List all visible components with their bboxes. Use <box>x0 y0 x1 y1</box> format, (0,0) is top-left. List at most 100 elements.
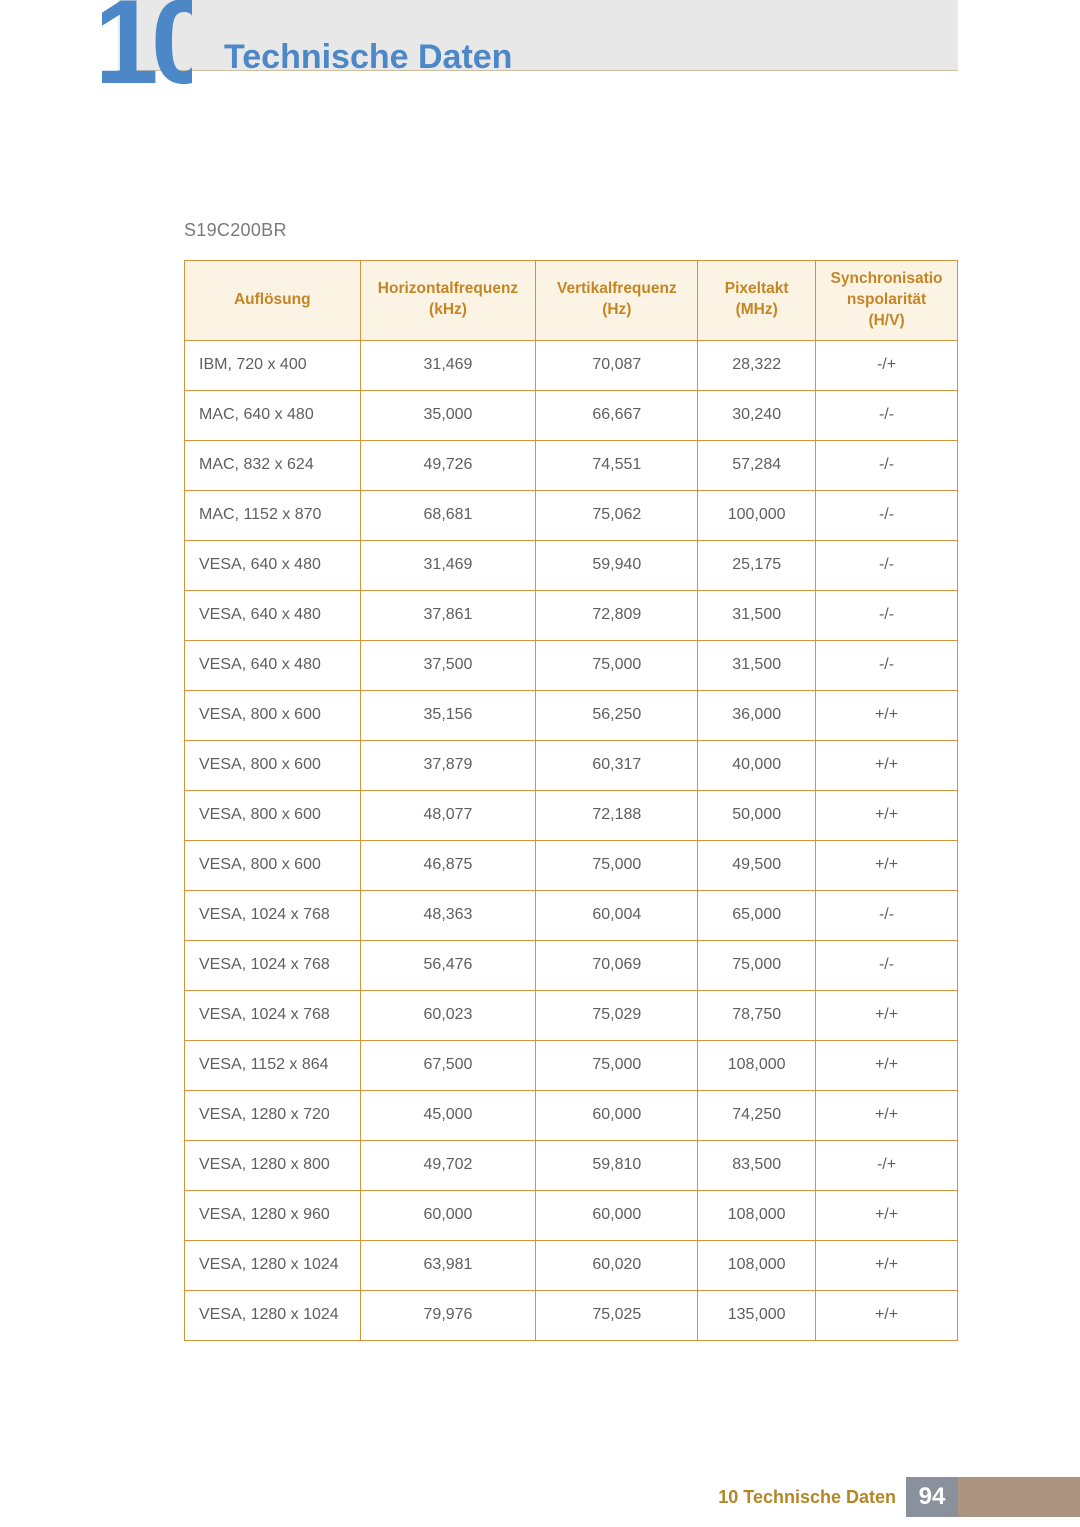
table-cell: +/+ <box>816 690 958 740</box>
table-cell: VESA, 800 x 600 <box>185 790 361 840</box>
table-cell: +/+ <box>816 1290 958 1340</box>
table-row: VESA, 1152 x 86467,50075,000108,000+/+ <box>185 1040 958 1090</box>
table-row: VESA, 800 x 60035,15656,25036,000+/+ <box>185 690 958 740</box>
th-label: Vertikalfrequenz <box>557 280 677 297</box>
table-cell: 48,077 <box>360 790 536 840</box>
table-cell: 56,476 <box>360 940 536 990</box>
chapter-number: 10 <box>102 0 182 102</box>
table-cell: 75,000 <box>536 840 698 890</box>
table-cell: VESA, 1280 x 720 <box>185 1090 361 1140</box>
table-header-row: Auflösung Horizontalfrequenz (kHz) Verti… <box>185 261 958 341</box>
table-cell: VESA, 640 x 480 <box>185 640 361 690</box>
table-cell: -/+ <box>816 1140 958 1190</box>
table-cell: 75,029 <box>536 990 698 1040</box>
table-cell: 37,861 <box>360 590 536 640</box>
table-cell: +/+ <box>816 840 958 890</box>
chapter-number-wrap: 10 <box>102 0 192 142</box>
table-cell: +/+ <box>816 990 958 1040</box>
table-row: VESA, 640 x 48037,86172,80931,500-/- <box>185 590 958 640</box>
table-row: VESA, 1280 x 96060,00060,000108,000+/+ <box>185 1190 958 1240</box>
table-cell: 65,000 <box>698 890 816 940</box>
table-cell: 57,284 <box>698 440 816 490</box>
table-cell: VESA, 800 x 600 <box>185 740 361 790</box>
table-cell: VESA, 1280 x 960 <box>185 1190 361 1240</box>
th-label: nspolarität <box>847 291 926 308</box>
table-cell: 50,000 <box>698 790 816 840</box>
table-row: VESA, 640 x 48037,50075,00031,500-/- <box>185 640 958 690</box>
table-cell: 79,976 <box>360 1290 536 1340</box>
table-cell: VESA, 1024 x 768 <box>185 990 361 1040</box>
table-cell: 49,726 <box>360 440 536 490</box>
table-row: VESA, 1280 x 72045,00060,00074,250+/+ <box>185 1090 958 1140</box>
table-cell: 28,322 <box>698 340 816 390</box>
table-cell: VESA, 640 x 480 <box>185 540 361 590</box>
th-syncpol: Synchronisatio nspolarität (H/V) <box>816 261 958 341</box>
table-row: VESA, 1280 x 102463,98160,020108,000+/+ <box>185 1240 958 1290</box>
table-cell: VESA, 640 x 480 <box>185 590 361 640</box>
table-cell: 31,469 <box>360 540 536 590</box>
th-resolution: Auflösung <box>185 261 361 341</box>
table-cell: VESA, 800 x 600 <box>185 840 361 890</box>
table-cell: 59,940 <box>536 540 698 590</box>
table-cell: 70,069 <box>536 940 698 990</box>
table-cell: 49,702 <box>360 1140 536 1190</box>
th-label: Synchronisatio <box>831 270 943 287</box>
table-cell: 35,156 <box>360 690 536 740</box>
table-cell: VESA, 1280 x 1024 <box>185 1240 361 1290</box>
table-cell: 63,981 <box>360 1240 536 1290</box>
table-cell: VESA, 1152 x 864 <box>185 1040 361 1090</box>
table-cell: 60,000 <box>536 1090 698 1140</box>
table-cell: 49,500 <box>698 840 816 890</box>
table-row: VESA, 1024 x 76856,47670,06975,000-/- <box>185 940 958 990</box>
table-cell: 60,020 <box>536 1240 698 1290</box>
table-cell: +/+ <box>816 1040 958 1090</box>
table-cell: 46,875 <box>360 840 536 890</box>
table-cell: VESA, 1280 x 800 <box>185 1140 361 1190</box>
table-cell: 75,000 <box>536 1040 698 1090</box>
th-pixelclock: Pixeltakt (MHz) <box>698 261 816 341</box>
table-cell: -/- <box>816 590 958 640</box>
table-row: IBM, 720 x 40031,46970,08728,322-/+ <box>185 340 958 390</box>
table-cell: IBM, 720 x 400 <box>185 340 361 390</box>
table-cell: 60,023 <box>360 990 536 1040</box>
table-cell: VESA, 1024 x 768 <box>185 940 361 990</box>
table-cell: 78,750 <box>698 990 816 1040</box>
table-cell: VESA, 800 x 600 <box>185 690 361 740</box>
th-label-unit: (Hz) <box>602 301 631 318</box>
th-label-unit: (H/V) <box>868 312 904 329</box>
th-vfreq: Vertikalfrequenz (Hz) <box>536 261 698 341</box>
table-cell: VESA, 1280 x 1024 <box>185 1290 361 1340</box>
table-cell: +/+ <box>816 790 958 840</box>
table-cell: 108,000 <box>698 1240 816 1290</box>
table-row: MAC, 640 x 48035,00066,66730,240-/- <box>185 390 958 440</box>
table-cell: 108,000 <box>698 1040 816 1090</box>
footer-page-number: 94 <box>906 1477 958 1517</box>
table-cell: 135,000 <box>698 1290 816 1340</box>
table-cell: 37,879 <box>360 740 536 790</box>
spec-table-body: IBM, 720 x 40031,46970,08728,322-/+MAC, … <box>185 340 958 1340</box>
table-cell: 36,000 <box>698 690 816 740</box>
table-cell: -/- <box>816 440 958 490</box>
table-cell: 31,469 <box>360 340 536 390</box>
table-cell: 60,000 <box>536 1190 698 1240</box>
table-cell: 25,175 <box>698 540 816 590</box>
table-cell: 108,000 <box>698 1190 816 1240</box>
table-row: VESA, 800 x 60037,87960,31740,000+/+ <box>185 740 958 790</box>
th-label: Auflösung <box>234 291 311 308</box>
table-cell: 31,500 <box>698 640 816 690</box>
table-cell: 74,250 <box>698 1090 816 1140</box>
th-label-unit: (kHz) <box>429 301 467 318</box>
table-cell: 75,025 <box>536 1290 698 1340</box>
table-row: VESA, 1280 x 102479,97675,025135,000+/+ <box>185 1290 958 1340</box>
table-cell: 74,551 <box>536 440 698 490</box>
table-cell: 83,500 <box>698 1140 816 1190</box>
table-row: MAC, 832 x 62449,72674,55157,284-/- <box>185 440 958 490</box>
table-cell: MAC, 640 x 480 <box>185 390 361 440</box>
table-cell: 75,000 <box>536 640 698 690</box>
table-cell: 72,188 <box>536 790 698 840</box>
table-cell: 72,809 <box>536 590 698 640</box>
table-cell: 67,500 <box>360 1040 536 1090</box>
table-cell: 66,667 <box>536 390 698 440</box>
th-hfreq: Horizontalfrequenz (kHz) <box>360 261 536 341</box>
table-cell: 60,317 <box>536 740 698 790</box>
